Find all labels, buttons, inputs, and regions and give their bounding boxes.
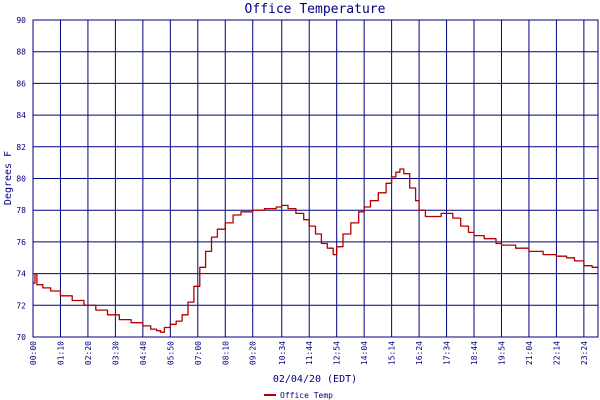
y-tick-label: 76 [16,238,26,247]
x-tick-label: 14:04 [360,341,369,365]
x-tick-label: 01:10 [56,341,65,365]
x-tick-label: 23:24 [580,341,589,365]
x-tick-label: 02:20 [84,341,93,365]
x-axis-label: 02/04/20 (EDT) [273,374,357,385]
y-tick-label: 74 [16,270,26,279]
x-tick-label: 17:34 [443,341,452,365]
y-axis-label: Degrees F [3,151,14,205]
y-tick-label: 70 [16,333,26,342]
x-tick-label: 04:40 [139,341,148,365]
x-tick-labels: 00:00 01:10 02:20 03:30 04:40 05:50 07:00 08:10… [29,341,589,365]
y-tick-label: 86 [16,79,26,88]
legend: Office Temp [264,391,333,400]
y-tick-label: 82 [16,143,26,152]
x-tick-label: 19:54 [497,341,506,365]
x-tick-label: 22:14 [552,341,561,365]
x-tick-label: 16:24 [415,341,424,365]
y-tick-label: 90 [16,16,26,25]
x-tick-label: 11:44 [305,341,314,365]
grid [32,19,598,338]
x-tick-label: 15:14 [388,341,397,365]
x-tick-label: 12:54 [333,341,342,365]
y-tick-label: 88 [16,48,26,57]
chart-title: Office Temperature [245,2,386,17]
x-tick-label: 07:00 [194,341,203,365]
legend-label: Office Temp [280,391,333,400]
series-line-office-temp [33,168,598,333]
y-tick-label: 78 [16,206,26,215]
x-tick-label: 03:30 [111,341,120,365]
x-tick-label: 08:10 [221,341,230,365]
y-tick-label: 84 [16,111,26,120]
x-tick-label: 05:50 [166,341,175,365]
series-layer [33,168,598,333]
y-tick-labels: 70 72 74 76 78 80 82 84 86 88 90 [16,16,26,342]
x-tick-label: 10:34 [278,341,287,365]
y-tick-label: 72 [16,301,26,310]
x-tick-label: 09:20 [249,341,258,365]
x-tick-label: 18:44 [470,341,479,365]
y-tick-label: 80 [16,175,26,184]
x-tick-label: 21:04 [525,341,534,365]
x-tick-label: 00:00 [29,341,38,365]
plot-frame [32,19,599,338]
